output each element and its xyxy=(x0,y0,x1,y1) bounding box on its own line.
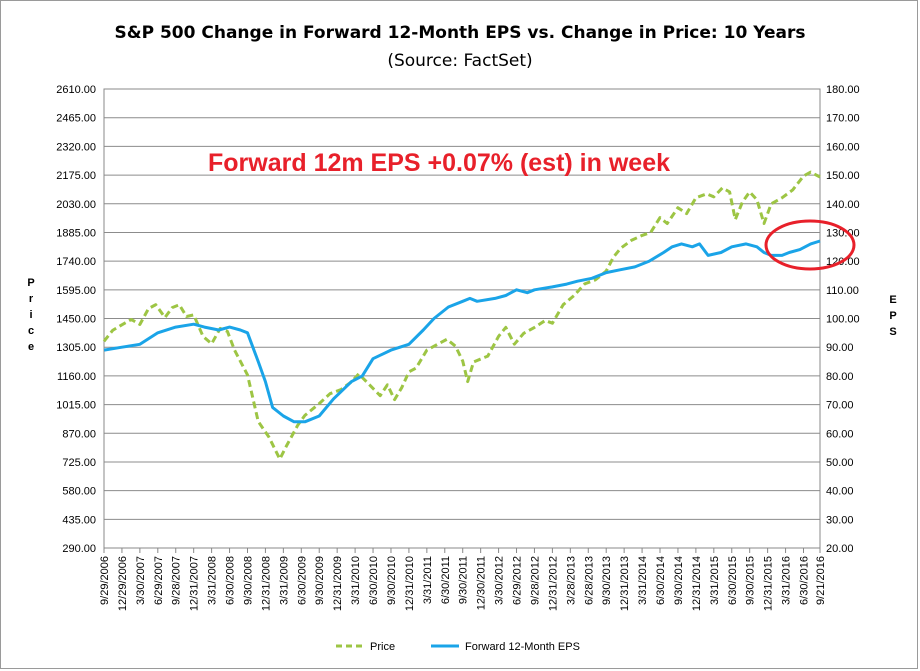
x-tick-label: 6/30/2016 xyxy=(798,556,810,605)
x-tick-label: 12/31/2007 xyxy=(189,556,201,611)
x-tick-label: 9/29/2006 xyxy=(99,556,111,605)
left-axis-title-letter: P xyxy=(27,277,34,289)
left-tick-label: 1595.00 xyxy=(56,285,96,297)
left-tick-label: 725.00 xyxy=(62,457,96,469)
right-tick-label: 70.00 xyxy=(826,400,854,412)
right-tick-label: 180.00 xyxy=(826,84,860,96)
x-tick-label: 3/31/2014 xyxy=(637,556,649,605)
right-tick-label: 50.00 xyxy=(826,457,854,469)
left-tick-label: 1450.00 xyxy=(56,314,96,326)
x-tick-label: 9/30/2013 xyxy=(601,556,613,605)
right-tick-label: 80.00 xyxy=(826,371,854,383)
x-tick-label: 9/30/2015 xyxy=(745,556,757,605)
right-tick-label: 40.00 xyxy=(826,486,854,498)
left-axis-title-letter: i xyxy=(29,309,32,321)
x-tick-label: 12/31/2014 xyxy=(691,556,703,611)
x-tick-label: 12/31/2010 xyxy=(404,556,416,611)
x-tick-label: 6/29/2012 xyxy=(512,556,524,605)
price-line xyxy=(102,170,821,461)
x-tick-label: 9/30/2014 xyxy=(673,556,685,605)
x-tick-label: 9/30/2009 xyxy=(314,556,326,605)
x-tick-label: 12/31/2008 xyxy=(260,556,272,611)
x-tick-label: 6/30/2015 xyxy=(727,556,739,605)
legend-price-label: Price xyxy=(370,641,395,653)
x-tick-label: 9/30/2010 xyxy=(386,556,398,605)
left-axis-title: Price xyxy=(27,277,34,353)
x-axis-ticks: 9/29/2006 12/29/2006 3/30/2007 6/29/2007 9/2… xyxy=(99,548,827,611)
eps-annotation: Forward 12m EPS +0.07% (est) in week xyxy=(208,149,670,177)
right-axis-title-letter: E xyxy=(889,294,896,306)
x-tick-label: 3/31/2010 xyxy=(350,556,362,605)
x-tick-label: 12/31/2009 xyxy=(332,556,344,611)
left-tick-label: 2320.00 xyxy=(56,141,96,153)
x-tick-label: 9/28/2012 xyxy=(529,556,541,605)
x-tick-label: 3/31/2008 xyxy=(207,556,219,605)
x-tick-label: 9/30/2008 xyxy=(242,556,254,605)
right-tick-label: 150.00 xyxy=(826,170,860,182)
left-axis-title-letter: e xyxy=(28,341,34,353)
chart-title: S&P 500 Change in Forward 12-Month EPS v… xyxy=(115,23,806,43)
x-tick-label: 6/30/2010 xyxy=(368,556,380,605)
left-tick-label: 580.00 xyxy=(62,486,96,498)
x-tick-label: 3/28/2013 xyxy=(565,556,577,605)
x-tick-label: 9/30/2011 xyxy=(458,556,470,604)
right-tick-label: 110.00 xyxy=(826,285,859,297)
x-tick-label: 12/31/2013 xyxy=(619,556,631,611)
left-tick-label: 1305.00 xyxy=(56,342,96,354)
x-tick-label: 3/31/2011 xyxy=(422,556,434,604)
left-tick-label: 2465.00 xyxy=(56,113,96,125)
x-tick-label: 3/31/2015 xyxy=(709,556,721,605)
x-tick-label: 6/28/2013 xyxy=(583,556,595,605)
legend-eps-label: Forward 12-Month EPS xyxy=(465,641,580,653)
left-tick-label: 870.00 xyxy=(62,428,96,440)
left-tick-label: 1885.00 xyxy=(56,227,96,239)
chart-subtitle: (Source: FactSet) xyxy=(387,51,532,71)
left-tick-label: 1160.00 xyxy=(57,371,96,383)
left-tick-label: 290.00 xyxy=(62,543,96,555)
x-tick-label: 6/29/2007 xyxy=(153,556,165,605)
highlight-ellipse xyxy=(764,219,856,271)
right-tick-label: 100.00 xyxy=(826,314,860,326)
left-tick-label: 2030.00 xyxy=(56,199,96,211)
right-tick-label: 90.00 xyxy=(826,342,854,354)
x-tick-label: 3/30/2012 xyxy=(494,556,506,605)
right-tick-label: 140.00 xyxy=(826,199,860,211)
left-axis-title-letter: r xyxy=(29,293,34,305)
series-lines xyxy=(102,170,821,461)
x-tick-label: 3/31/2009 xyxy=(278,556,290,605)
right-axis-title-letter: S xyxy=(889,326,896,338)
x-tick-label: 9/21/2016 xyxy=(815,556,827,605)
x-tick-label: 6/30/2014 xyxy=(655,556,667,605)
x-tick-label: 9/28/2007 xyxy=(171,556,183,605)
right-tick-label: 60.00 xyxy=(826,428,854,440)
x-tick-label: 6/30/2011 xyxy=(440,556,452,604)
right-axis-title: EPS xyxy=(889,294,896,338)
left-axis-title-letter: c xyxy=(28,325,34,337)
right-axis-ticks: 180.00170.00160.00150.00140.00130.00120.… xyxy=(826,84,860,555)
right-tick-label: 160.00 xyxy=(826,141,860,153)
x-tick-label: 6/30/2009 xyxy=(296,556,308,605)
x-tick-label: 3/30/2007 xyxy=(135,556,147,605)
left-tick-label: 1740.00 xyxy=(56,256,96,268)
left-tick-label: 435.00 xyxy=(62,514,96,526)
legend: Price Forward 12-Month EPS xyxy=(336,641,580,653)
x-tick-label: 12/29/2006 xyxy=(117,556,129,611)
left-tick-label: 2610.00 xyxy=(56,84,96,96)
right-axis-title-letter: P xyxy=(889,310,896,322)
x-tick-label: 12/31/2015 xyxy=(763,556,775,611)
plot-area xyxy=(103,88,821,549)
right-tick-label: 20.00 xyxy=(826,543,854,555)
x-tick-label: 3/31/2016 xyxy=(781,556,793,605)
x-tick-label: 12/30/2011 xyxy=(476,556,488,610)
right-tick-label: 170.00 xyxy=(826,113,860,125)
x-tick-label: 6/30/2008 xyxy=(225,556,237,605)
left-axis-ticks: 2610.00 2465.00 2320.00 2175.00 2030.00 1885.… xyxy=(56,84,96,555)
right-tick-label: 30.00 xyxy=(826,514,854,526)
eps-line xyxy=(103,239,821,424)
left-tick-label: 1015.00 xyxy=(56,400,96,412)
left-tick-label: 2175.00 xyxy=(56,170,96,182)
x-tick-label: 12/31/2012 xyxy=(547,556,559,611)
